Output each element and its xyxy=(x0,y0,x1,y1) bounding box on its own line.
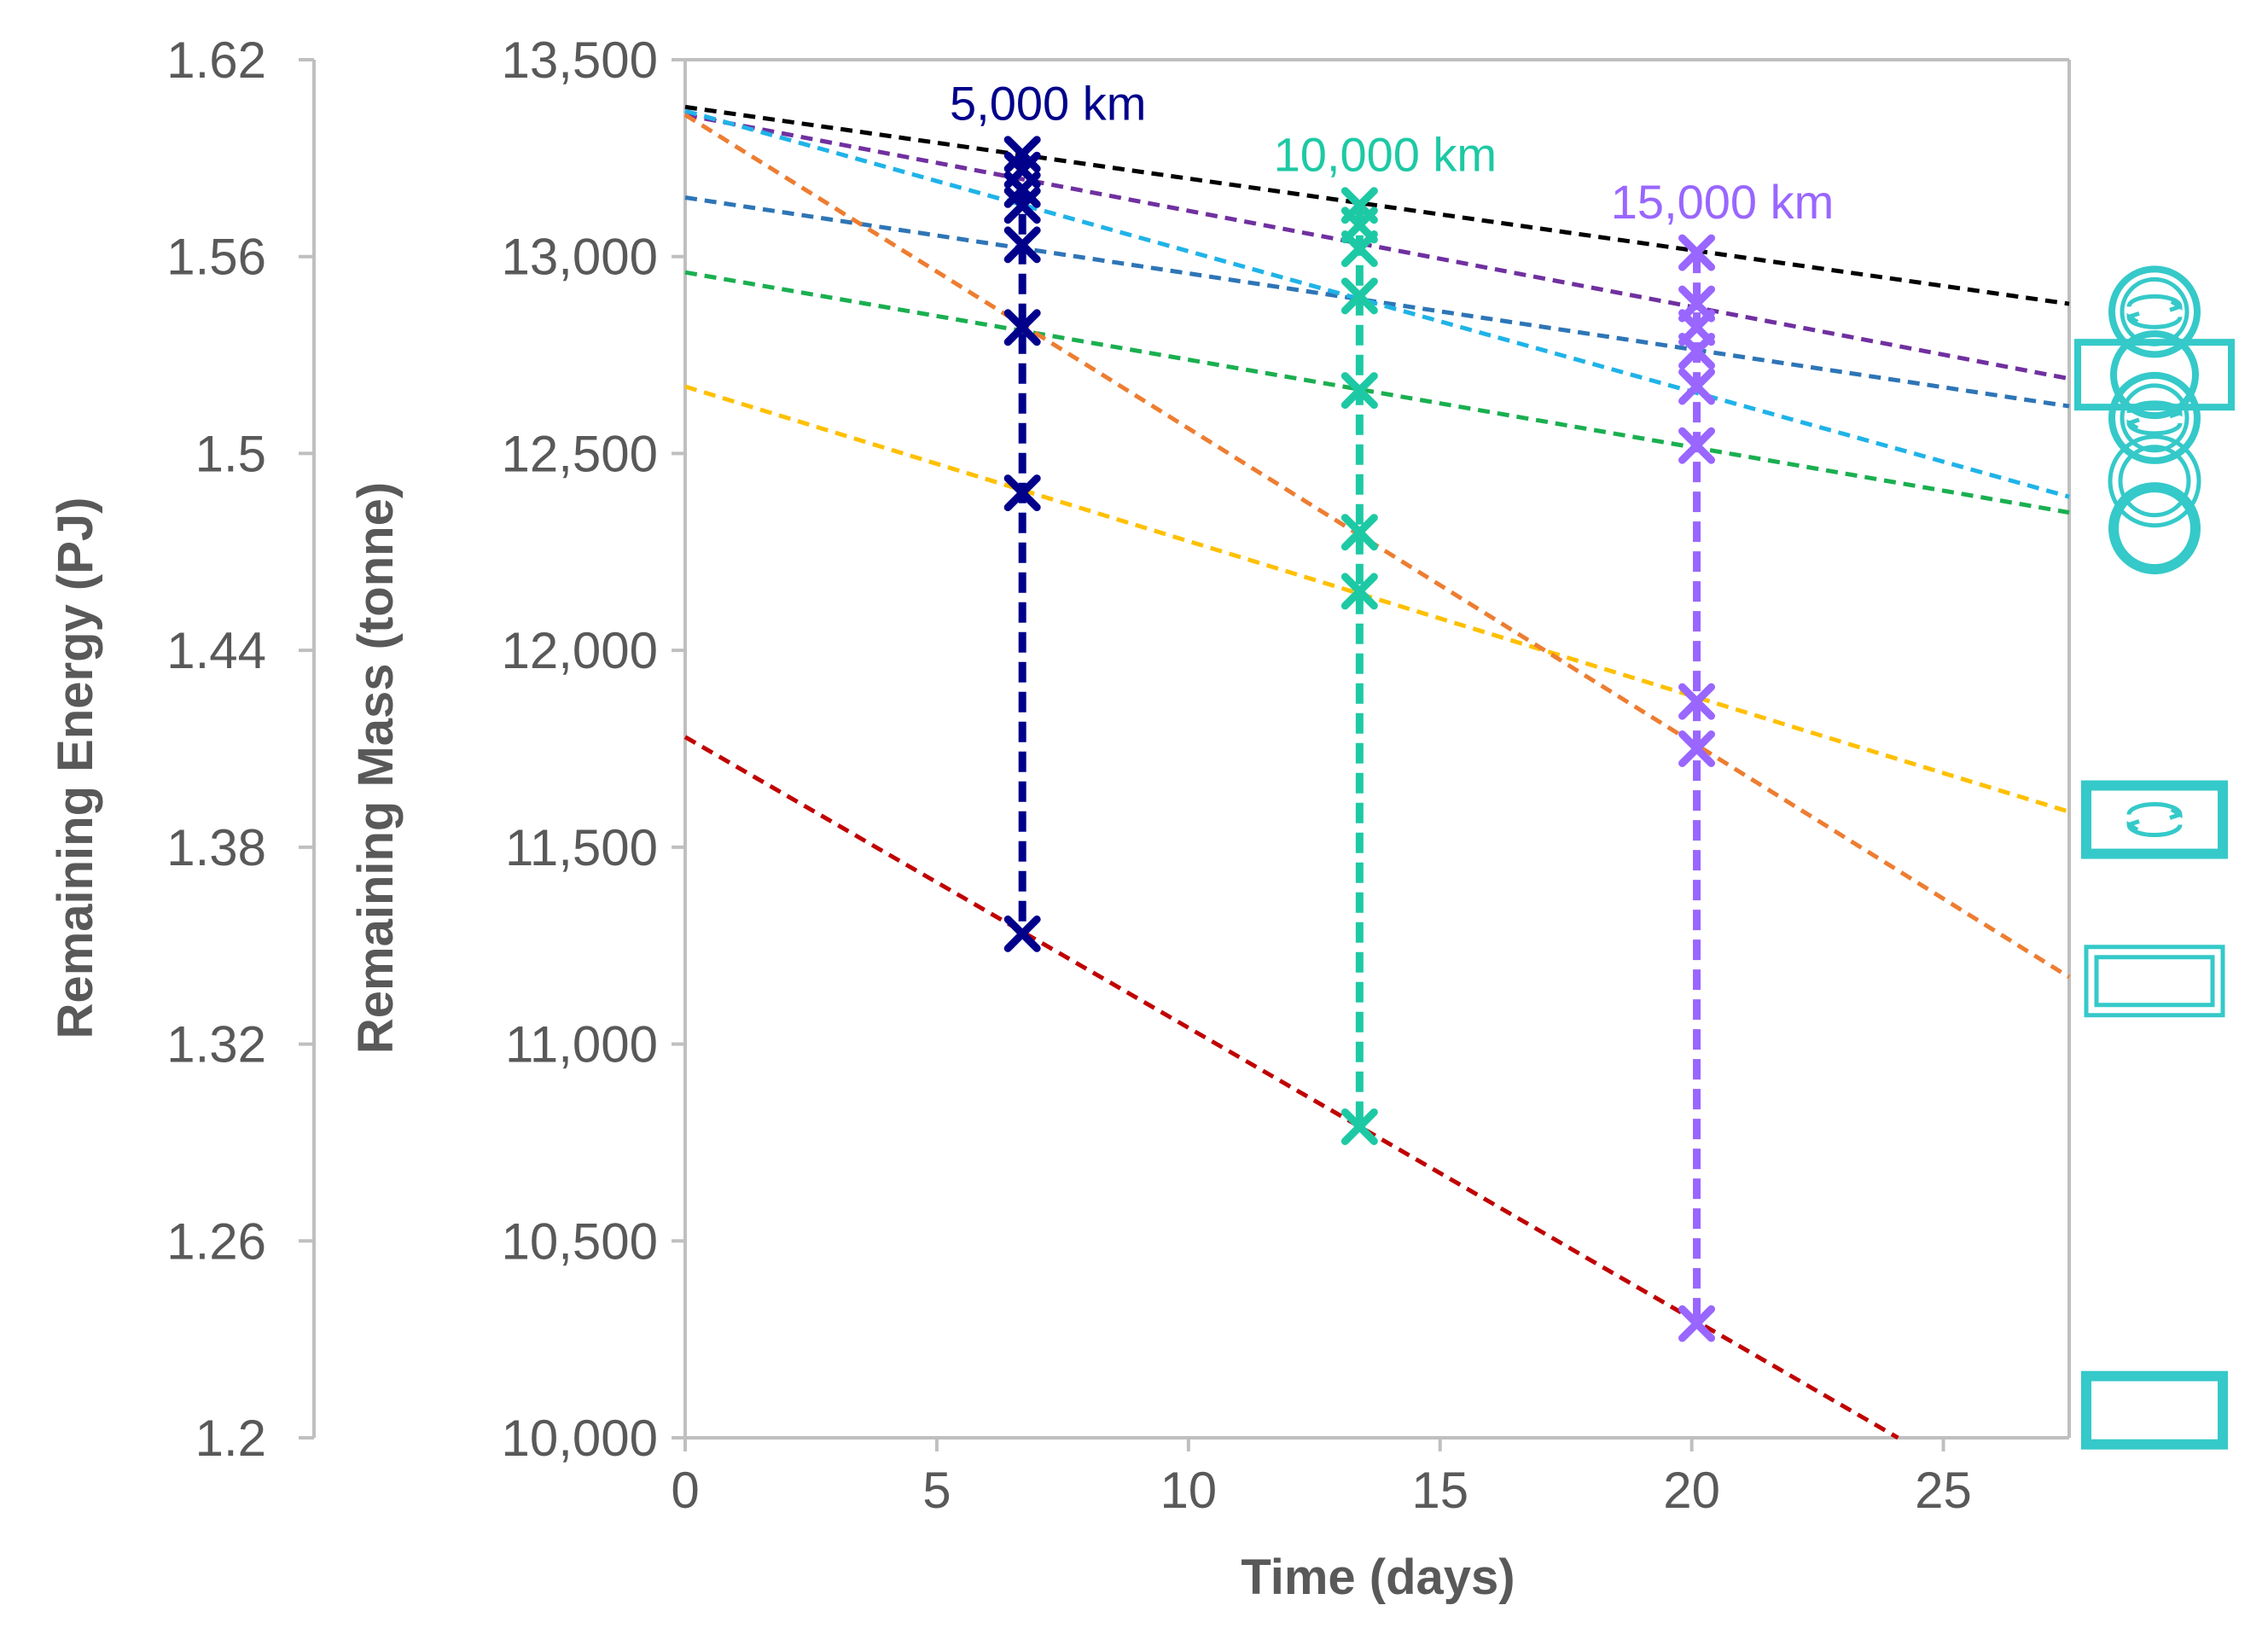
y-tick-label: 13,500 xyxy=(501,32,658,89)
range-marker xyxy=(1003,474,1041,512)
y-tick-label: 10,000 xyxy=(501,1410,658,1467)
range-marker xyxy=(1003,915,1041,952)
range-marker xyxy=(1678,427,1716,464)
rect-arrows-icon xyxy=(2081,780,2228,859)
x-tick-label: 15 xyxy=(1411,1462,1468,1519)
y2-tick-label: 1.5 xyxy=(195,425,266,482)
range-marker xyxy=(1003,187,1041,224)
y-tick-label: 11,500 xyxy=(505,819,658,876)
series-line-blue xyxy=(684,195,2070,409)
y2-tick-label: 1.44 xyxy=(166,622,266,679)
range-marker xyxy=(1003,226,1041,264)
y2-tick-label: 1.38 xyxy=(166,819,266,876)
range-marker xyxy=(1678,1305,1716,1342)
y-tick-label: 13,000 xyxy=(501,229,658,286)
range-marker xyxy=(1678,683,1716,720)
range-label: 5,000 km xyxy=(950,77,1146,131)
energy-axis-title: Remaining Energy (PJ) xyxy=(48,497,103,1039)
range-label: 10,000 km xyxy=(1274,128,1497,182)
range-marker xyxy=(1003,309,1041,346)
y-tick-label: 11,000 xyxy=(505,1016,658,1073)
range-marker xyxy=(1678,234,1716,271)
series-lines xyxy=(683,104,2071,1440)
x-tick-label: 25 xyxy=(1915,1462,1972,1519)
rect-icon xyxy=(2081,1370,2228,1450)
x-axis-title: Time (days) xyxy=(1241,1550,1515,1605)
x-tick-label: 20 xyxy=(1663,1462,1720,1519)
y2-tick-label: 1.2 xyxy=(195,1410,266,1467)
tick-labels: 0 5 10 15 20 25 10,000 10,500 11,000 11,500 12,000… xyxy=(166,32,1972,1519)
legend-icons xyxy=(2074,265,2235,1450)
y2-tick-label: 1.26 xyxy=(166,1213,266,1270)
y2-tick-label: 1.56 xyxy=(166,229,266,286)
range-marker xyxy=(1340,277,1378,315)
range-marker xyxy=(1678,730,1716,767)
x-tick-label: 0 xyxy=(671,1462,699,1519)
series-line-light-blue xyxy=(684,108,2070,499)
rect-circle-icon xyxy=(2074,330,2235,420)
double-rect-icon xyxy=(2084,945,2225,1018)
y2-tick-label: 1.32 xyxy=(166,1016,266,1073)
mass-axis-title: Remaining Mass (tonne) xyxy=(348,482,404,1054)
y-tick-label: 12,000 xyxy=(501,622,658,679)
series-line-black xyxy=(684,104,2070,306)
y2-tick-label: 1.62 xyxy=(166,32,266,89)
range-groups: 5,000 km 10,000 km 15,000 km xyxy=(950,77,1835,1342)
range-marker xyxy=(1678,332,1716,369)
series-line-yellow xyxy=(684,384,2070,814)
range-marker xyxy=(1340,573,1378,610)
x-tick-label: 10 xyxy=(1160,1462,1217,1519)
double-circle-icon xyxy=(2108,434,2201,528)
range-marker xyxy=(1340,514,1378,551)
range-marker xyxy=(1678,368,1716,405)
y-tick-label: 10,500 xyxy=(501,1213,658,1270)
axes xyxy=(312,58,2071,1440)
range-marker xyxy=(1340,230,1378,267)
range-marker xyxy=(1340,1108,1378,1145)
range-label: 15,000 km xyxy=(1611,175,1835,229)
circle-arrows-icon xyxy=(2108,371,2201,464)
series-line-red xyxy=(683,735,1899,1440)
y-tick-label: 12,500 xyxy=(501,425,658,482)
x-tick-label: 5 xyxy=(922,1462,951,1519)
circle-icon xyxy=(2108,482,2201,575)
range-marker xyxy=(1340,372,1378,410)
